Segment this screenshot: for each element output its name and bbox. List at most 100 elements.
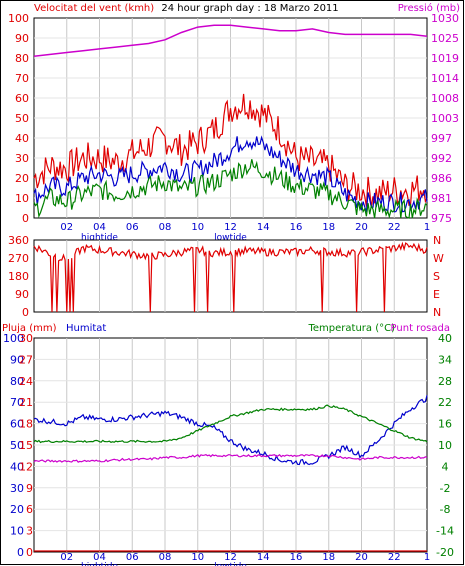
humidity-title: Humitat bbox=[66, 323, 106, 334]
panel2-compass-tick: E bbox=[433, 288, 440, 301]
panel2-compass-tick: S bbox=[433, 270, 440, 283]
graph-title: 24 hour graph day : 18 Marzo 2011 bbox=[161, 3, 338, 14]
panel1-x-tick: 06 bbox=[126, 222, 139, 233]
panel1-series-2 bbox=[33, 159, 428, 219]
panel1-right-tick: 997 bbox=[431, 132, 452, 145]
panel3-rain-tick: 3 bbox=[26, 525, 33, 538]
panel3-x-tick: 22 bbox=[388, 552, 401, 563]
panel3-temp-tick: 34 bbox=[438, 353, 452, 366]
panel3-rain-tick: 30 bbox=[19, 332, 33, 345]
panel1-x-tick: 20 bbox=[355, 222, 368, 233]
panel1-tide-label: lowtide bbox=[214, 233, 247, 243]
panel3-humidity-tick: 90 bbox=[10, 353, 24, 366]
panel1-x-tick: 12 bbox=[224, 222, 237, 233]
panel1-left-tick: 70 bbox=[15, 72, 29, 85]
panel1-right-tick: 981 bbox=[431, 192, 452, 205]
pressure-title: Pressió (mb) bbox=[398, 2, 460, 14]
panel3-temp-tick: 40 bbox=[438, 332, 452, 345]
panel2-left-tick: 0 bbox=[22, 306, 29, 319]
panel3-humidity-tick: 50 bbox=[10, 439, 24, 452]
panel3-tide-label: hightide bbox=[81, 562, 118, 566]
panel1-left-tick: 100 bbox=[8, 12, 29, 25]
panel3-x-tick: 08 bbox=[159, 552, 172, 563]
panel1-left-tick: 20 bbox=[15, 172, 29, 185]
rain-title: Pluja (mm) bbox=[2, 323, 57, 334]
panel3-series-0 bbox=[33, 395, 428, 466]
dewpoint-title: Punt rosada bbox=[391, 323, 450, 334]
temperature-title: Temperatura (°C) bbox=[307, 323, 395, 334]
panel2-direction-line bbox=[33, 241, 428, 313]
panel1-left-tick: 80 bbox=[15, 52, 29, 65]
panel3-humidity-tick: 60 bbox=[10, 418, 24, 431]
panel1-right-tick: 1008 bbox=[431, 92, 459, 105]
panel1-x-tick: 16 bbox=[290, 222, 303, 233]
panel1-x-tick: 10 bbox=[191, 222, 204, 233]
panel1-x-tick: 1 bbox=[424, 222, 430, 233]
panel3-temp-tick: -20 bbox=[436, 546, 454, 559]
panel1-series-1 bbox=[33, 135, 428, 214]
panel3-x-tick: 20 bbox=[355, 552, 368, 563]
panel1-series-0 bbox=[33, 93, 428, 208]
panel3-temp-tick: 4 bbox=[442, 460, 449, 473]
panel3-temp-tick: 22 bbox=[438, 396, 452, 409]
panel3-temp-tick: 16 bbox=[438, 418, 452, 431]
panel3-rain-tick: 24 bbox=[19, 375, 33, 388]
panel2-compass-tick: N bbox=[433, 234, 441, 247]
panel3-rain-tick: 18 bbox=[19, 418, 33, 431]
panel1-right-tick: 1014 bbox=[431, 72, 459, 85]
panel3-humidity-tick: 20 bbox=[10, 503, 24, 516]
panel2-left-tick: 270 bbox=[8, 252, 29, 265]
panel1-left-tick: 30 bbox=[15, 152, 29, 165]
panel2-left-tick: 360 bbox=[8, 234, 29, 247]
panel1-pressure-line bbox=[33, 24, 428, 57]
panel3-temp-tick: -8 bbox=[440, 503, 451, 516]
panel1-left-tick: 0 bbox=[22, 212, 29, 225]
panel3-rain-tick: 27 bbox=[19, 353, 33, 366]
panel3-x-tick: 16 bbox=[290, 552, 303, 563]
panel1-right-tick: 1019 bbox=[431, 52, 459, 65]
panel1-x-tick: 04 bbox=[93, 222, 106, 233]
panel3-series-2 bbox=[33, 453, 428, 463]
panel3-x-tick: 1 bbox=[424, 552, 430, 563]
panel1-right-tick: 1030 bbox=[431, 12, 459, 25]
panel1-x-tick: 18 bbox=[322, 222, 335, 233]
panel3-x-tick: 18 bbox=[322, 552, 335, 563]
panel1-left-tick: 50 bbox=[15, 112, 29, 125]
panel3-humidity-tick: 70 bbox=[10, 396, 24, 409]
panel3-temp-tick: -14 bbox=[436, 525, 454, 538]
panel3-humidity-tick: 30 bbox=[10, 482, 24, 495]
panel3-humidity-tick: 100 bbox=[3, 332, 24, 345]
panel3-rain-tick: 15 bbox=[19, 439, 33, 452]
wind-speed-title: Velocitat del vent (kmh) bbox=[34, 3, 154, 14]
panel2-left-tick: 180 bbox=[8, 270, 29, 283]
panel1-tide-label: hightide bbox=[81, 233, 118, 243]
panel3-rain-tick: 21 bbox=[19, 396, 33, 409]
panel3-temp-tick: 28 bbox=[438, 375, 452, 388]
panel3-x-tick: 02 bbox=[60, 552, 73, 563]
panel3-temp-tick: 10 bbox=[438, 439, 452, 452]
panel3-series-1 bbox=[33, 404, 428, 444]
panel3-rain-tick: 9 bbox=[26, 482, 33, 495]
panel1-x-tick: 08 bbox=[159, 222, 172, 233]
panel1-left-tick: 10 bbox=[15, 192, 29, 205]
panel1-right-tick: 992 bbox=[431, 152, 452, 165]
panel3-temp-tick: -2 bbox=[440, 482, 451, 495]
panel3-humidity-tick: 10 bbox=[10, 525, 24, 538]
panel3-rain-tick: 0 bbox=[26, 546, 33, 559]
panel3-x-tick: 04 bbox=[93, 552, 106, 563]
panel3-rain-tick: 6 bbox=[26, 503, 33, 516]
panel1-right-tick: 986 bbox=[431, 172, 452, 185]
panel3-humidity-tick: 0 bbox=[17, 546, 24, 559]
panel2-compass-tick: N bbox=[433, 306, 441, 319]
panel3-x-tick: 12 bbox=[224, 552, 237, 563]
panel1-right-tick: 975 bbox=[431, 212, 452, 225]
panel3-x-tick: 14 bbox=[257, 552, 270, 563]
panel2-left-tick: 90 bbox=[15, 288, 29, 301]
panel1-x-tick: 02 bbox=[60, 222, 73, 233]
panel3-tide-label: lowtide bbox=[214, 562, 247, 566]
panel3-humidity-tick: 40 bbox=[10, 460, 24, 473]
panel1-x-tick: 14 bbox=[257, 222, 270, 233]
